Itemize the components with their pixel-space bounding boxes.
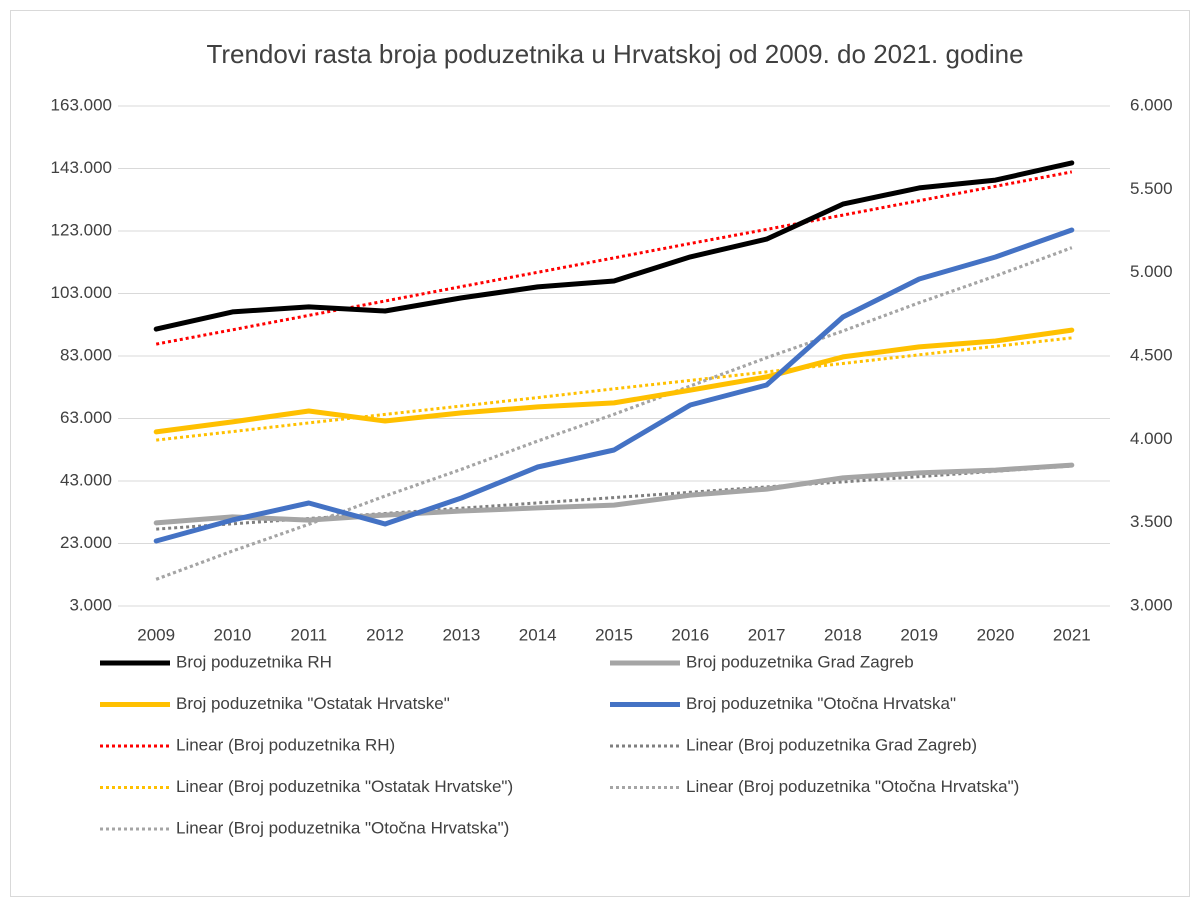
legend-label: Broj poduzetnika Grad Zagreb — [686, 652, 914, 671]
x-tick-label: 2019 — [900, 625, 938, 644]
x-tick-label: 2010 — [214, 625, 252, 644]
series-line — [153, 462, 1075, 526]
y-tick-label: 123.000 — [51, 220, 112, 239]
y2-tick-label: 6.000 — [1130, 95, 1173, 114]
x-tick-label: 2015 — [595, 625, 633, 644]
series-line — [153, 327, 1075, 435]
y2-tick-label: 3.500 — [1130, 512, 1173, 531]
trend-line — [155, 246, 1073, 581]
series-line — [153, 227, 1075, 544]
x-tick-label: 2020 — [977, 625, 1015, 644]
y-tick-label: 43.000 — [60, 470, 112, 489]
y-tick-label: 163.000 — [51, 95, 112, 114]
y-tick-label: 63.000 — [60, 408, 112, 427]
y2-tick-label: 5.500 — [1130, 179, 1173, 198]
legend-label: Broj poduzetnika RH — [176, 652, 332, 671]
x-tick-label: 2013 — [442, 625, 480, 644]
y-tick-label: 103.000 — [51, 283, 112, 302]
chart-title: Trendovi rasta broja poduzetnika u Hrvat… — [206, 39, 1023, 69]
y2-tick-label: 4.000 — [1130, 429, 1173, 448]
x-tick-label: 2012 — [366, 625, 404, 644]
x-tick-label: 2018 — [824, 625, 862, 644]
legend-label: Linear (Broj poduzetnika Grad Zagreb) — [686, 735, 977, 754]
y-tick-label: 3.000 — [69, 595, 112, 614]
legend-label: Broj poduzetnika "Ostatak Hrvatske" — [176, 694, 450, 713]
x-tick-label: 2016 — [671, 625, 709, 644]
x-tick-label: 2014 — [519, 625, 557, 644]
y2-tick-label: 5.000 — [1130, 262, 1173, 281]
x-tick-label: 2017 — [748, 625, 786, 644]
x-tick-label: 2021 — [1053, 625, 1091, 644]
y2-tick-label: 4.500 — [1130, 345, 1173, 364]
legend-label: Linear (Broj poduzetnika RH) — [176, 735, 395, 754]
x-tick-label: 2011 — [290, 625, 327, 644]
legend-label: Broj poduzetnika "Otočna Hrvatska" — [686, 694, 956, 713]
y2-tick-label: 3.000 — [1130, 595, 1173, 614]
trend-line — [155, 170, 1073, 346]
y-tick-label: 83.000 — [60, 345, 112, 364]
legend-label: Linear (Broj poduzetnika "Otočna Hrvatsk… — [176, 818, 509, 837]
series-line — [153, 160, 1075, 332]
y-tick-label: 143.000 — [51, 158, 112, 177]
y-tick-label: 23.000 — [60, 533, 112, 552]
x-tick-label: 2009 — [137, 625, 175, 644]
legend-label: Linear (Broj poduzetnika "Otočna Hrvatsk… — [686, 777, 1019, 796]
legend-label: Linear (Broj poduzetnika "Ostatak Hrvats… — [176, 777, 513, 796]
